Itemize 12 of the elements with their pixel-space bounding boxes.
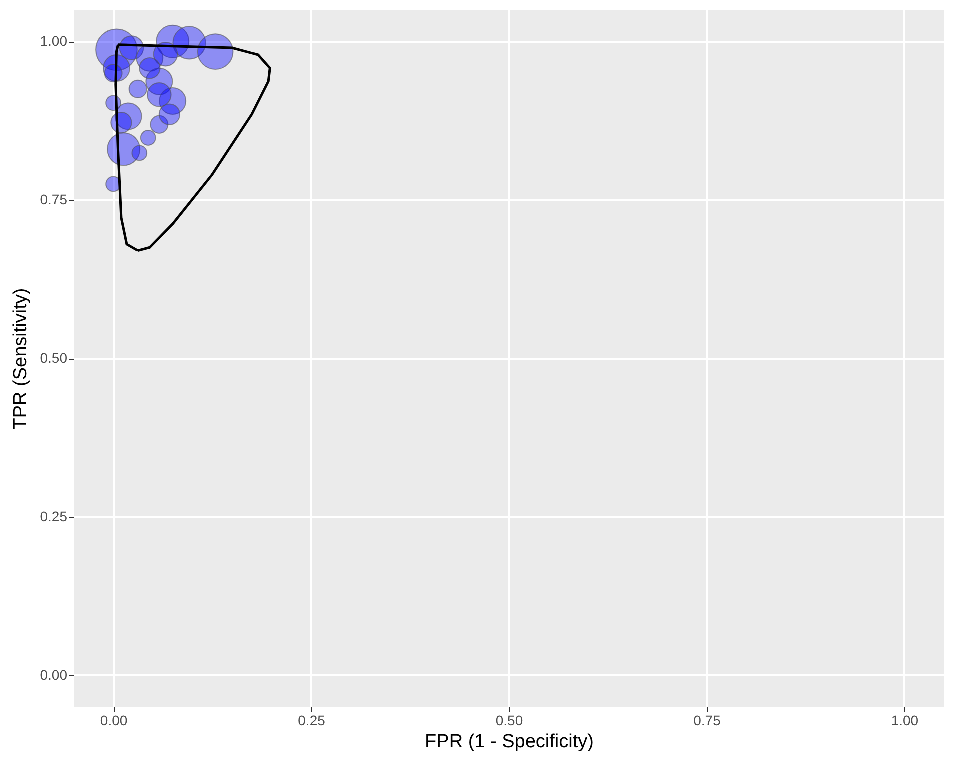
x-tick-label: 0.00 [100,712,128,728]
y-tick-label: 0.00 [40,666,68,683]
x-tick-label: 0.75 [694,712,722,728]
y-tick-label: 0.25 [40,508,68,524]
x-axis-title: FPR (1 - Specificity) [425,732,594,752]
y-tick-label: 0.50 [40,350,68,366]
y-tick-label: 0.75 [40,192,68,208]
y-axis-title: TPR (Sensitivity) [10,288,32,430]
x-tick-label: 0.50 [496,712,524,728]
y-tick-label: 1.00 [40,33,68,50]
x-tick-label: 0.25 [298,712,326,728]
x-tick-label: 1.00 [891,712,919,728]
